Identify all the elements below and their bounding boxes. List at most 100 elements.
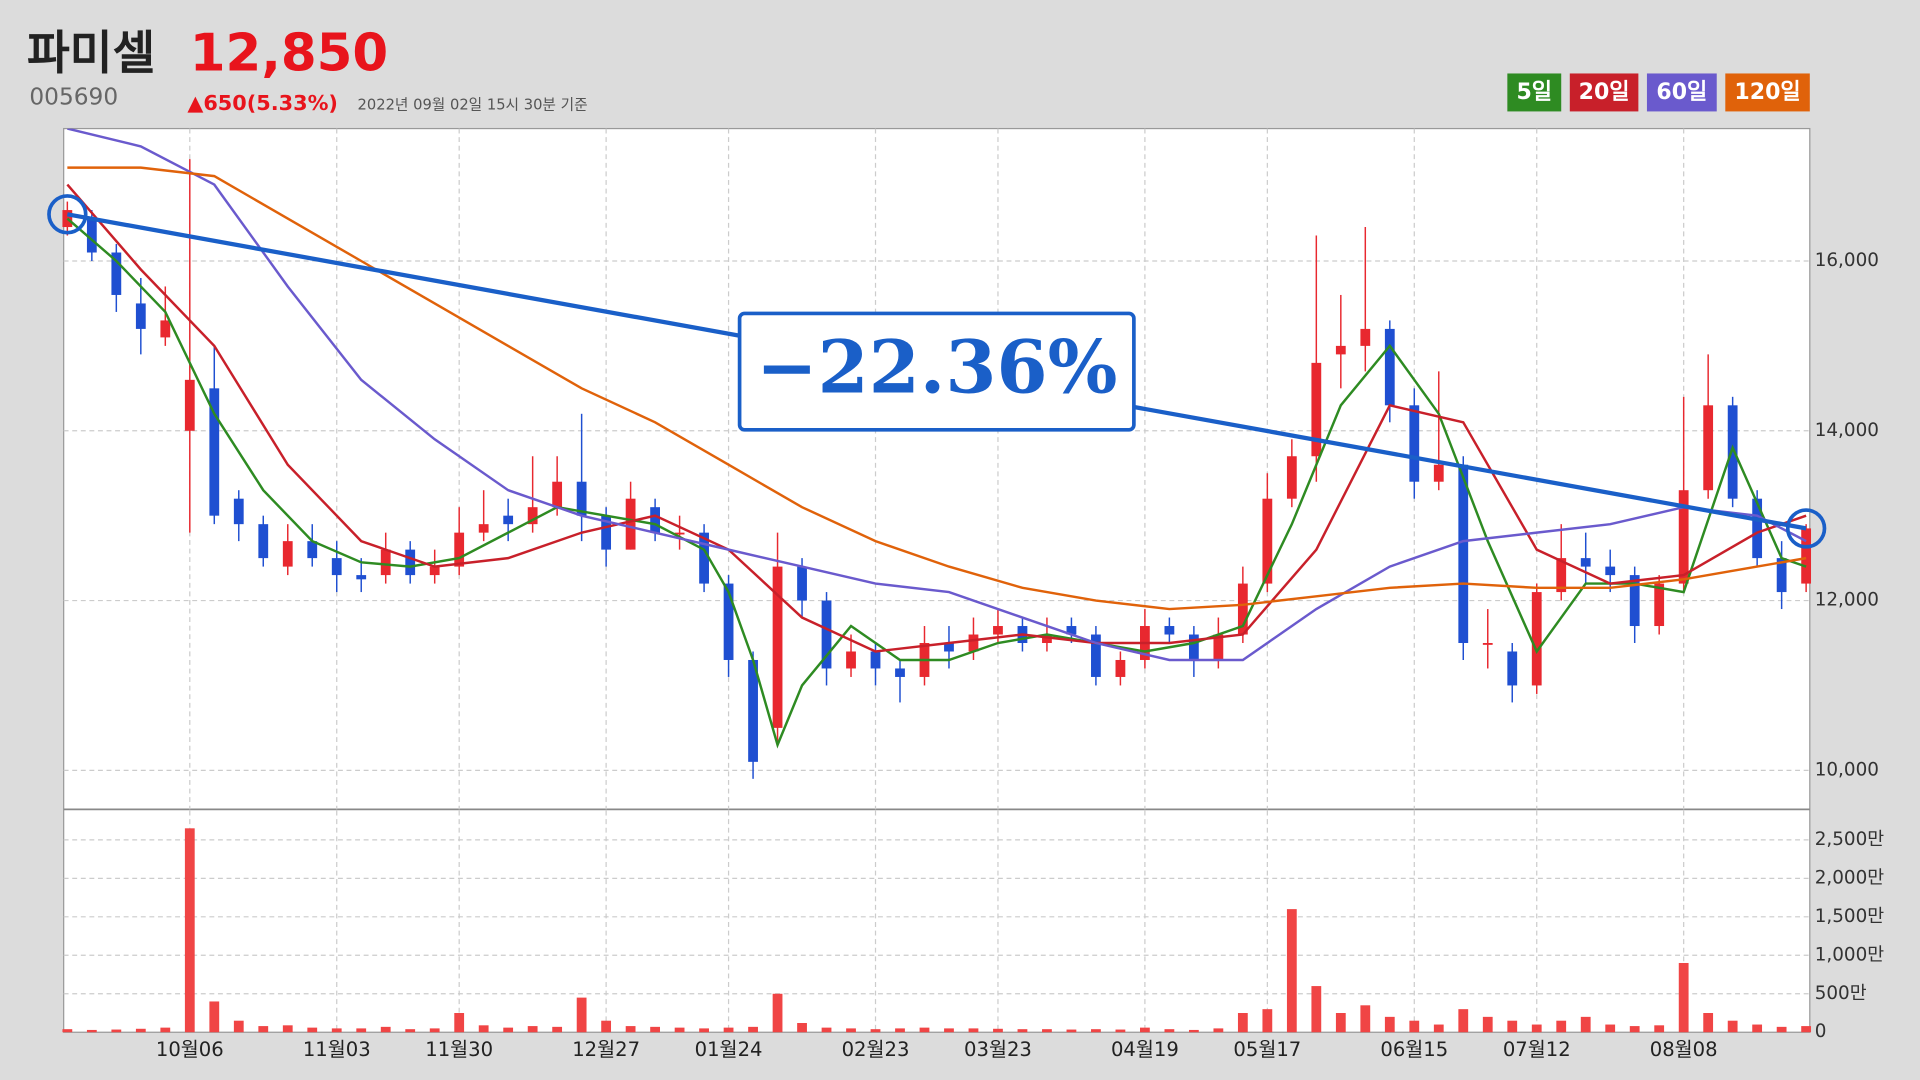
legend-label: 120일 — [1734, 80, 1800, 105]
volume-bar — [62, 1029, 73, 1033]
volume-bar — [1066, 1029, 1077, 1033]
volume-bar — [1531, 1024, 1542, 1033]
volume-bar — [870, 1029, 881, 1033]
volume-bar — [429, 1028, 440, 1033]
volume-bar — [993, 1028, 1003, 1033]
legend-swatch — [1507, 73, 1562, 112]
candle-body — [895, 668, 905, 677]
volume-bar — [160, 1027, 171, 1033]
candle-body — [1262, 498, 1273, 584]
candle-body — [1482, 643, 1493, 645]
candle-body — [1458, 464, 1469, 644]
volume-bar — [527, 1026, 538, 1033]
candle-body — [870, 651, 881, 669]
volume-bar — [1360, 1005, 1371, 1033]
volume-bar — [135, 1028, 146, 1033]
candle-body — [993, 626, 1003, 635]
x-tick-label: 08월08 — [1650, 1038, 1718, 1061]
volume-bar — [1213, 1028, 1224, 1033]
candle-body — [968, 634, 979, 652]
candle-body — [1115, 659, 1126, 677]
ma-line — [67, 128, 1807, 662]
ma-line — [66, 183, 1807, 653]
volume-bar — [1115, 1029, 1126, 1033]
candle-body — [846, 651, 856, 669]
volume-tick-label: 2,000만 — [1815, 867, 1885, 888]
candle-body — [1531, 592, 1542, 686]
volume-tick-label: 500만 — [1815, 983, 1867, 1004]
candle-body — [723, 583, 734, 660]
volume-bar — [895, 1028, 905, 1033]
volume-bar — [258, 1026, 269, 1033]
volume-bar — [1335, 1013, 1346, 1033]
volume-bar — [1482, 1016, 1493, 1033]
y-tick-label: 10,000 — [1815, 759, 1879, 780]
candle-body — [1213, 634, 1224, 660]
volume-bar — [552, 1026, 563, 1033]
volume-bar — [699, 1028, 709, 1033]
candle-body — [1776, 558, 1787, 593]
x-tick-label: 03월23 — [964, 1038, 1032, 1061]
candle-body — [258, 524, 269, 559]
legend-swatch — [1725, 73, 1810, 112]
candle-body — [699, 532, 709, 584]
x-tick-label: 12월27 — [572, 1038, 640, 1061]
volume-bar — [478, 1025, 489, 1033]
candle-body — [576, 481, 587, 516]
candle-body — [1654, 583, 1665, 627]
x-tick-label: 04월19 — [1111, 1038, 1179, 1061]
volume-bar — [1752, 1024, 1763, 1033]
volume-bar — [1164, 1029, 1175, 1033]
volume-bar — [233, 1020, 244, 1033]
legend-swatch — [1646, 73, 1717, 112]
candle-body — [1188, 634, 1199, 660]
volume-bar — [282, 1025, 293, 1033]
volume-tick-label: 0 — [1815, 1021, 1827, 1042]
stock-code: 005690 — [29, 83, 118, 110]
volume-bar — [1017, 1029, 1028, 1033]
volume-bar — [1556, 1020, 1567, 1033]
volume-bar — [1678, 962, 1689, 1033]
volume-bar — [1311, 986, 1322, 1033]
volume-bar — [625, 1026, 636, 1033]
legend-label: 60일 — [1656, 80, 1707, 105]
volume-bar — [1605, 1024, 1616, 1033]
candle-body — [944, 643, 954, 652]
candle-body — [454, 532, 465, 567]
volume-bar — [1409, 1020, 1420, 1033]
candle-body — [1409, 405, 1420, 482]
x-tick-label: 02월23 — [842, 1038, 910, 1061]
x-tick-label: 06월15 — [1380, 1038, 1448, 1061]
candle-body — [1286, 456, 1297, 499]
candle-body — [527, 507, 538, 525]
volume-bar — [1188, 1029, 1199, 1033]
candle-body — [380, 549, 391, 576]
volume-bar — [1629, 1026, 1640, 1033]
volume-bar — [650, 1026, 660, 1033]
candle-body — [282, 541, 293, 567]
candle-body — [1580, 558, 1591, 567]
candle-body — [821, 600, 832, 669]
volume-bar — [1727, 1020, 1738, 1033]
candle-body — [625, 498, 636, 550]
volume-tick-label: 1,000만 — [1815, 944, 1885, 965]
candle-body — [135, 303, 146, 329]
candle-body — [405, 549, 416, 576]
price-change: ▲650(5.33%) — [187, 91, 338, 115]
x-tick-label: 05월17 — [1233, 1038, 1301, 1061]
legend-swatch — [1569, 73, 1639, 112]
candle-body — [1164, 626, 1175, 635]
volume-bar — [380, 1026, 391, 1033]
volume-bar — [1140, 1027, 1150, 1033]
volume-bar — [1703, 1013, 1714, 1033]
ma-line — [67, 166, 1807, 611]
volume-bar — [184, 828, 195, 1033]
candle-body — [1507, 651, 1518, 686]
volume-bar — [674, 1027, 685, 1033]
candle-body — [1091, 634, 1101, 677]
candle-body — [1727, 405, 1738, 499]
volume-bar — [576, 997, 587, 1033]
timestamp: 2022년 09월 02일 15시 30분 기준 — [358, 96, 588, 113]
candle-body — [1678, 490, 1689, 584]
annotation-box — [737, 311, 1136, 432]
